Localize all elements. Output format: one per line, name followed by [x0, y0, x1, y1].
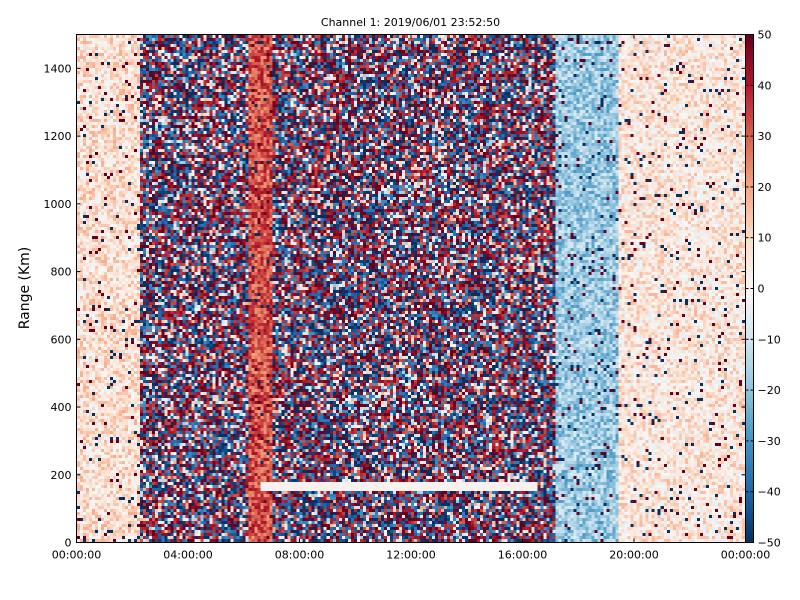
y-tick-label: 600: [51, 333, 72, 346]
colorbar-tick-label: 30: [758, 130, 772, 143]
x-tick-label: 12:00:00: [386, 549, 435, 562]
colorbar-tick-label: 20: [758, 181, 772, 194]
colorbar-gradient: [746, 34, 753, 542]
y-tick-label: 200: [51, 469, 72, 482]
colorbar-tick-label: −30: [758, 435, 781, 448]
colorbar-tick-label: 40: [758, 79, 772, 92]
plot-frame: [76, 34, 746, 543]
x-tick-label: 04:00:00: [163, 549, 212, 562]
y-tick-label: 0: [65, 537, 72, 550]
y-tick-label: 1400: [44, 62, 72, 75]
ticks-layer: 00:00:00 04:00:00 08:00:00 12:00:00 16:00:00…: [44, 29, 781, 562]
colorbar-tick-label: −10: [758, 333, 781, 346]
colorbar-tick-label: −50: [758, 537, 781, 550]
y-tick-label: 400: [51, 401, 72, 414]
x-tick-label: 20:00:00: [609, 549, 658, 562]
y-tick-label: 800: [51, 266, 72, 279]
colorbar-tick-label: −20: [758, 384, 781, 397]
x-tick-label: 00:00:00: [52, 549, 101, 562]
y-tick-label: 1000: [44, 198, 72, 211]
x-tick-label: 16:00:00: [498, 549, 547, 562]
x-tick-label: 00:00:00: [721, 549, 770, 562]
chart-title: Channel 1: 2019/06/01 23:52:50: [320, 16, 501, 29]
colorbar-tick-label: 50: [758, 29, 772, 42]
colorbar-tick-label: 10: [758, 232, 772, 245]
colorbar-tick-label: −40: [758, 486, 781, 499]
colorbar-tick-label: 0: [758, 283, 765, 296]
heatmap-image: [77, 35, 745, 542]
x-tick-label: 08:00:00: [275, 549, 324, 562]
y-tick-label: 1200: [44, 130, 72, 143]
